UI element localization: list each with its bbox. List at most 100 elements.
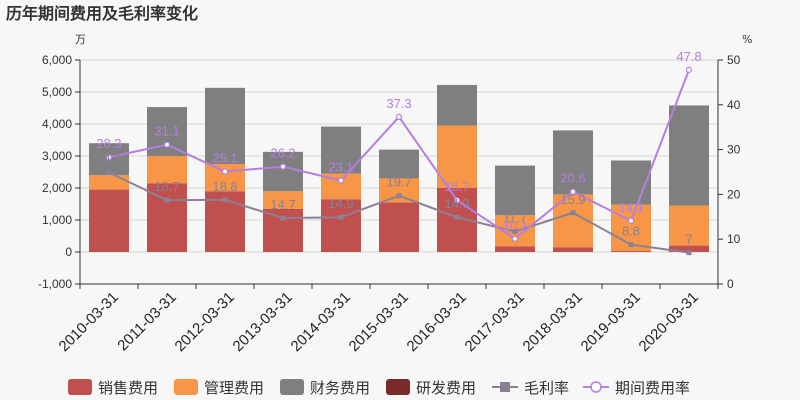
point-1	[685, 66, 693, 73]
y-right-tick-label: 50	[727, 53, 741, 67]
data-label-1: 10.1	[502, 218, 527, 233]
data-label-0: 15.9	[560, 192, 585, 207]
data-label-0: 14.9	[444, 196, 469, 211]
y-right-tick-label: 10	[727, 232, 741, 246]
y-left-tick-label: 4,000	[42, 117, 72, 131]
point-0	[338, 214, 344, 220]
bar-1	[669, 205, 709, 246]
point-0	[222, 197, 228, 203]
point-0	[628, 242, 634, 248]
left-axis-unit: 万	[75, 33, 86, 46]
data-label-1: 20.6	[560, 171, 585, 186]
point-0	[164, 197, 170, 203]
point-1	[221, 168, 229, 175]
bar-2	[495, 165, 535, 216]
x-tick-label: 2015-03-31	[346, 289, 412, 355]
data-label-0: 7	[685, 232, 692, 247]
x-tick-label: 2011-03-31	[114, 289, 179, 354]
point-1	[105, 154, 113, 161]
bar-0	[379, 202, 419, 252]
bar-series	[89, 84, 709, 252]
point-1	[163, 141, 171, 148]
legend-label: 管理费用	[204, 379, 264, 397]
bar-1	[379, 178, 419, 203]
bar-1	[437, 125, 477, 188]
x-tick-label: 2017-03-31	[462, 289, 528, 355]
y-left-tick-label: 3,000	[42, 149, 72, 163]
x-tick-label: 2012-03-31	[172, 289, 238, 355]
data-label-0: 14.9	[328, 196, 353, 211]
bar-0	[553, 247, 593, 252]
data-label-0: 19.7	[386, 175, 411, 190]
y-left-tick-label: -1,000	[38, 277, 72, 291]
point-0	[512, 229, 518, 235]
bar-2	[611, 160, 651, 205]
bar-2	[205, 87, 245, 164]
bar-0	[321, 199, 361, 252]
bar-0	[89, 189, 129, 252]
data-label-0: 11.7	[503, 211, 527, 226]
x-tick-label: 2013-03-31	[230, 289, 296, 355]
legend-swatch-bar	[174, 379, 198, 395]
bar-1	[263, 191, 303, 209]
y-right-tick-label: 40	[727, 98, 741, 112]
data-label-1: 14.1	[618, 200, 643, 215]
legend-label: 销售费用	[98, 379, 158, 397]
legend-marker	[590, 381, 602, 393]
bar-2	[437, 84, 477, 126]
data-label-1: 18.7	[444, 179, 469, 194]
y-left-tick-label: 6,000	[42, 53, 72, 67]
y-right-tick-label: 30	[727, 143, 741, 157]
bar-1	[147, 156, 187, 184]
data-label-0: 8.8	[622, 224, 640, 239]
data-label-0: 18.8	[212, 179, 237, 194]
line-series	[105, 66, 693, 256]
y-left-tick-label: 5,000	[42, 85, 72, 99]
bar-1	[89, 175, 129, 190]
data-label-0: 18.7	[154, 179, 179, 194]
legend: 销售费用 管理费用 财务费用 研发费用 毛利率 期间费用率	[68, 379, 690, 397]
data-label-1: 47.8	[676, 49, 701, 64]
bar-2	[553, 130, 593, 195]
data-label-0: 24.9	[96, 151, 121, 166]
data-label-1: 37.3	[386, 96, 411, 111]
x-tick-label: 2016-03-31	[404, 289, 470, 355]
x-tick-label: 2010-03-31	[56, 289, 122, 355]
point-0	[280, 215, 286, 221]
point-0	[396, 193, 402, 199]
point-1	[395, 113, 403, 120]
legend-label: 研发费用	[416, 379, 476, 397]
data-label-1: 23.1	[328, 160, 353, 175]
y-right-tick-label: 0	[727, 277, 734, 291]
y-left-tick-label: 2,000	[42, 181, 72, 195]
point-1	[627, 217, 635, 224]
bar-2	[263, 151, 303, 192]
chart-title: 历年期间费用及毛利率变化	[6, 4, 198, 23]
data-label-1: 28.3	[96, 136, 121, 151]
legend-marker	[500, 382, 510, 392]
point-0	[686, 250, 692, 256]
data-label-1: 31.1	[154, 124, 179, 139]
bar-0	[611, 251, 651, 252]
point-1	[337, 177, 345, 184]
x-tick-label: 2019-03-31	[578, 289, 644, 355]
legend-label: 毛利率	[524, 379, 569, 397]
point-0	[106, 169, 112, 175]
right-axis-unit: %	[742, 33, 752, 46]
legend-swatch-bar	[386, 379, 410, 395]
point-1	[279, 163, 287, 170]
data-label-1: 25.1	[212, 151, 237, 166]
x-tick-label: 2020-03-31	[636, 289, 702, 355]
legend-swatch-bar	[280, 379, 304, 395]
data-label-0: 14.7	[270, 197, 295, 212]
point-1	[453, 197, 461, 204]
point-1	[569, 188, 577, 195]
data-label-1: 26.2	[270, 146, 295, 161]
legend-label: 期间费用率	[615, 379, 690, 397]
point-1	[511, 235, 519, 242]
legend-label: 财务费用	[310, 379, 370, 397]
point-0	[454, 214, 460, 220]
bar-0	[263, 208, 303, 252]
point-0	[570, 210, 576, 216]
